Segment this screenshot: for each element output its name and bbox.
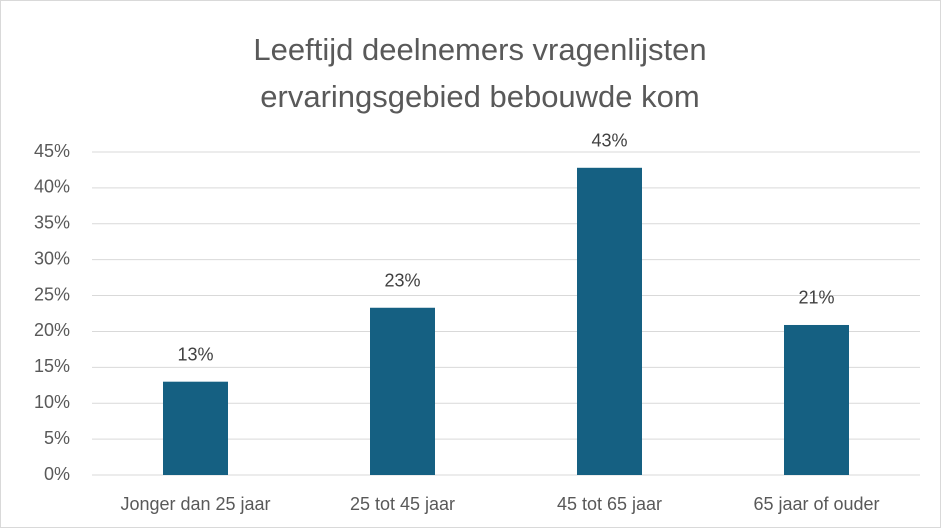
x-tick-label: 25 tot 45 jaar [350, 494, 455, 514]
y-tick-label: 25% [34, 284, 70, 304]
chart-title: ervaringsgebied bebouwde kom [260, 79, 699, 114]
y-tick-label: 0% [44, 464, 70, 484]
y-tick-label: 45% [34, 141, 70, 161]
value-label: 21% [798, 288, 834, 308]
y-tick-label: 35% [34, 213, 70, 233]
y-tick-label: 5% [44, 428, 70, 448]
bar [577, 167, 642, 475]
bar [370, 307, 435, 475]
bar [784, 324, 849, 475]
y-tick-label: 30% [34, 248, 70, 268]
chart-title: Leeftijd deelnemers vragenlijsten [253, 32, 706, 67]
value-label: 43% [591, 131, 627, 151]
value-label: 13% [177, 344, 213, 364]
y-tick-label: 15% [34, 356, 70, 376]
value-label: 23% [384, 271, 420, 291]
y-tick-label: 20% [34, 320, 70, 340]
x-tick-label: 65 jaar of ouder [753, 494, 879, 514]
x-tick-label: Jonger dan 25 jaar [120, 494, 270, 514]
x-tick-label: 45 tot 65 jaar [557, 494, 662, 514]
y-tick-label: 40% [34, 177, 70, 197]
bar [163, 381, 228, 475]
y-tick-label: 10% [34, 392, 70, 412]
